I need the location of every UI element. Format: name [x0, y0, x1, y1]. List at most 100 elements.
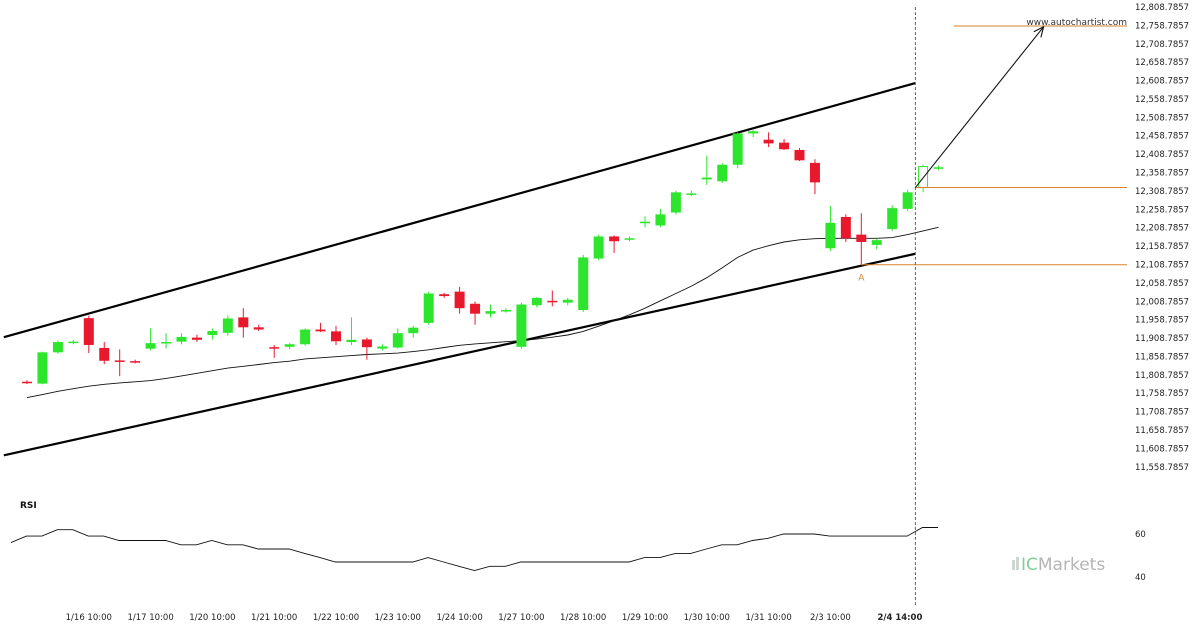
candle [300, 328, 311, 346]
candle-body [593, 236, 604, 259]
candle-body [902, 192, 913, 209]
projection-arrow-line [914, 26, 1045, 188]
candle-body [22, 381, 32, 384]
candle-body [300, 329, 311, 345]
y-tick-label: 12,308.7857 [1135, 187, 1189, 197]
y-tick-label: 12,108.7857 [1135, 260, 1189, 270]
candle-body [253, 327, 264, 330]
y-tick-label: 12,058.7857 [1135, 279, 1189, 289]
candle [763, 132, 774, 148]
candle-body [114, 360, 125, 362]
candle-body [176, 336, 187, 342]
candle-body [238, 317, 249, 328]
y-tick-label: 12,758.7857 [1135, 21, 1189, 31]
x-tick-label: 1/30 10:00 [684, 613, 730, 623]
candle-body [609, 236, 620, 242]
candle-body [423, 293, 434, 323]
candle [500, 308, 511, 313]
y-tick-label: 11,658.7857 [1135, 426, 1189, 436]
y-tick-label: 12,608.7857 [1135, 77, 1189, 87]
candle-body [856, 234, 867, 242]
x-tick-label: 1/23 10:00 [375, 613, 421, 623]
candle-body [809, 162, 820, 183]
candle-body [670, 192, 681, 213]
candle-body [531, 297, 542, 306]
x-tick-label: 1/20 10:00 [189, 613, 235, 623]
candle [531, 297, 542, 308]
y-tick-label: 12,558.7857 [1135, 95, 1189, 105]
y-tick-label: 12,508.7857 [1135, 113, 1189, 123]
candle [933, 165, 944, 171]
candle [176, 333, 187, 345]
rsi-title: RSI [20, 501, 37, 511]
candle-body [717, 164, 728, 182]
candle [856, 213, 867, 265]
candle-body [578, 257, 589, 311]
x-tick-label: 1/28 10:00 [560, 613, 606, 623]
candle-body [779, 142, 790, 150]
y-tick-label: 11,558.7857 [1135, 463, 1189, 473]
candle [161, 333, 172, 349]
candle [392, 328, 403, 349]
candle-body [269, 347, 280, 349]
candle [732, 132, 743, 169]
candle-body [191, 337, 202, 340]
y-tick-label: 11,758.7857 [1135, 389, 1189, 399]
candle [99, 342, 110, 365]
candle-body [222, 318, 233, 333]
candle [423, 291, 434, 325]
x-tick-label: 1/16 10:00 [66, 613, 112, 623]
candle [717, 162, 728, 184]
candle-body [500, 310, 511, 312]
candle [114, 349, 125, 377]
candle [377, 344, 388, 351]
candle [83, 315, 94, 354]
candle [331, 325, 341, 345]
candle-body [52, 342, 63, 353]
rsi-tick-label: 40 [1135, 573, 1146, 583]
candle [315, 322, 326, 333]
y-tick-label: 12,808.7857 [1135, 3, 1189, 13]
candle-body [562, 299, 573, 303]
projection-arrow-head [1033, 25, 1045, 38]
candle [130, 359, 141, 364]
x-tick-label: 2/4 14:00 [877, 613, 922, 623]
candle [253, 324, 264, 331]
channel-upper-line [3, 82, 916, 339]
candle [346, 317, 357, 345]
candle [547, 290, 558, 307]
candle [825, 205, 836, 252]
candle [22, 380, 32, 384]
candle-body [933, 167, 944, 169]
candle-body [516, 304, 527, 347]
y-tick-label: 12,408.7857 [1135, 150, 1189, 160]
candle-body [331, 331, 341, 342]
y-tick-label: 12,708.7857 [1135, 40, 1189, 50]
x-tick-label: 2/3 10:00 [810, 613, 851, 623]
candle-body [547, 300, 558, 303]
candle-body [408, 327, 419, 334]
y-tick-label: 12,158.7857 [1135, 242, 1189, 252]
x-tick-label: 1/27 10:00 [498, 613, 544, 623]
candle [145, 328, 156, 351]
x-tick-label: 1/31 10:00 [745, 613, 791, 623]
brand-prefix: IC [1021, 555, 1038, 575]
candle-body [145, 343, 156, 349]
candle-body [701, 177, 712, 180]
candle-body [686, 193, 697, 195]
candle-body [794, 150, 805, 161]
candle [37, 351, 48, 385]
rsi-line [10, 527, 938, 571]
candle [624, 236, 635, 242]
candle-body [161, 342, 172, 344]
y-tick-label: 11,858.7857 [1135, 352, 1189, 362]
y-tick-label: 12,208.7857 [1135, 224, 1189, 234]
candle [670, 190, 681, 215]
candle-body [130, 361, 141, 363]
candle-body [454, 291, 465, 309]
y-tick-label: 11,808.7857 [1135, 371, 1189, 381]
candle-body [763, 139, 774, 144]
candle [361, 337, 372, 360]
y-tick-label: 12,658.7857 [1135, 58, 1189, 68]
candle-body [825, 222, 836, 249]
